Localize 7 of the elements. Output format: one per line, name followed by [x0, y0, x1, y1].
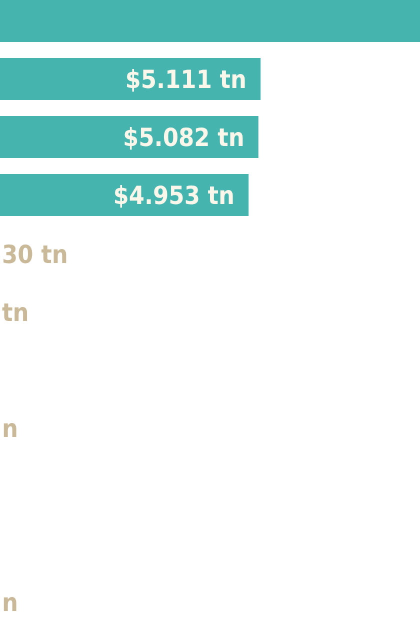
text: n [2, 414, 18, 443]
data-label: $5.082 tn [122, 123, 244, 152]
data-label: $4.953 tn [113, 181, 235, 210]
data-label: $5.111 tn [125, 65, 247, 94]
text: 30 tn [2, 240, 68, 269]
text: n [2, 588, 18, 617]
text: tn [2, 298, 29, 327]
